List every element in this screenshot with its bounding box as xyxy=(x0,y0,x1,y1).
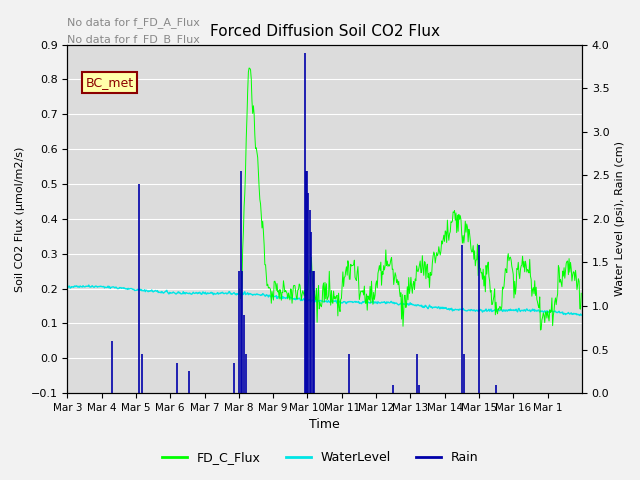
WaterLevel xyxy=(85,282,93,288)
WaterLevel xyxy=(403,301,410,307)
WaterLevel xyxy=(388,299,396,304)
Text: No data for f_FD_A_Flux: No data for f_FD_A_Flux xyxy=(67,17,200,27)
Y-axis label: Water Level (psi), Rain (cm): Water Level (psi), Rain (cm) xyxy=(615,141,625,296)
Y-axis label: Soil CO2 Flux (μmol/m2/s): Soil CO2 Flux (μmol/m2/s) xyxy=(15,146,25,291)
WaterLevel xyxy=(127,286,134,291)
FD_C_Flux xyxy=(387,257,395,263)
FD_C_Flux xyxy=(402,305,410,311)
Title: Forced Diffusion Soil CO2 Flux: Forced Diffusion Soil CO2 Flux xyxy=(210,24,440,39)
WaterLevel xyxy=(73,283,81,289)
Text: BC_met: BC_met xyxy=(85,76,133,89)
Text: No data for f_FD_B_Flux: No data for f_FD_B_Flux xyxy=(67,34,200,45)
WaterLevel xyxy=(576,312,584,318)
WaterLevel xyxy=(179,291,186,297)
Line: FD_C_Flux: FD_C_Flux xyxy=(239,68,581,330)
WaterLevel xyxy=(63,284,71,289)
X-axis label: Time: Time xyxy=(309,419,340,432)
Line: WaterLevel: WaterLevel xyxy=(67,285,582,315)
Legend: FD_C_Flux, WaterLevel, Rain: FD_C_Flux, WaterLevel, Rain xyxy=(157,446,483,469)
WaterLevel xyxy=(206,290,214,296)
WaterLevel xyxy=(578,312,586,318)
